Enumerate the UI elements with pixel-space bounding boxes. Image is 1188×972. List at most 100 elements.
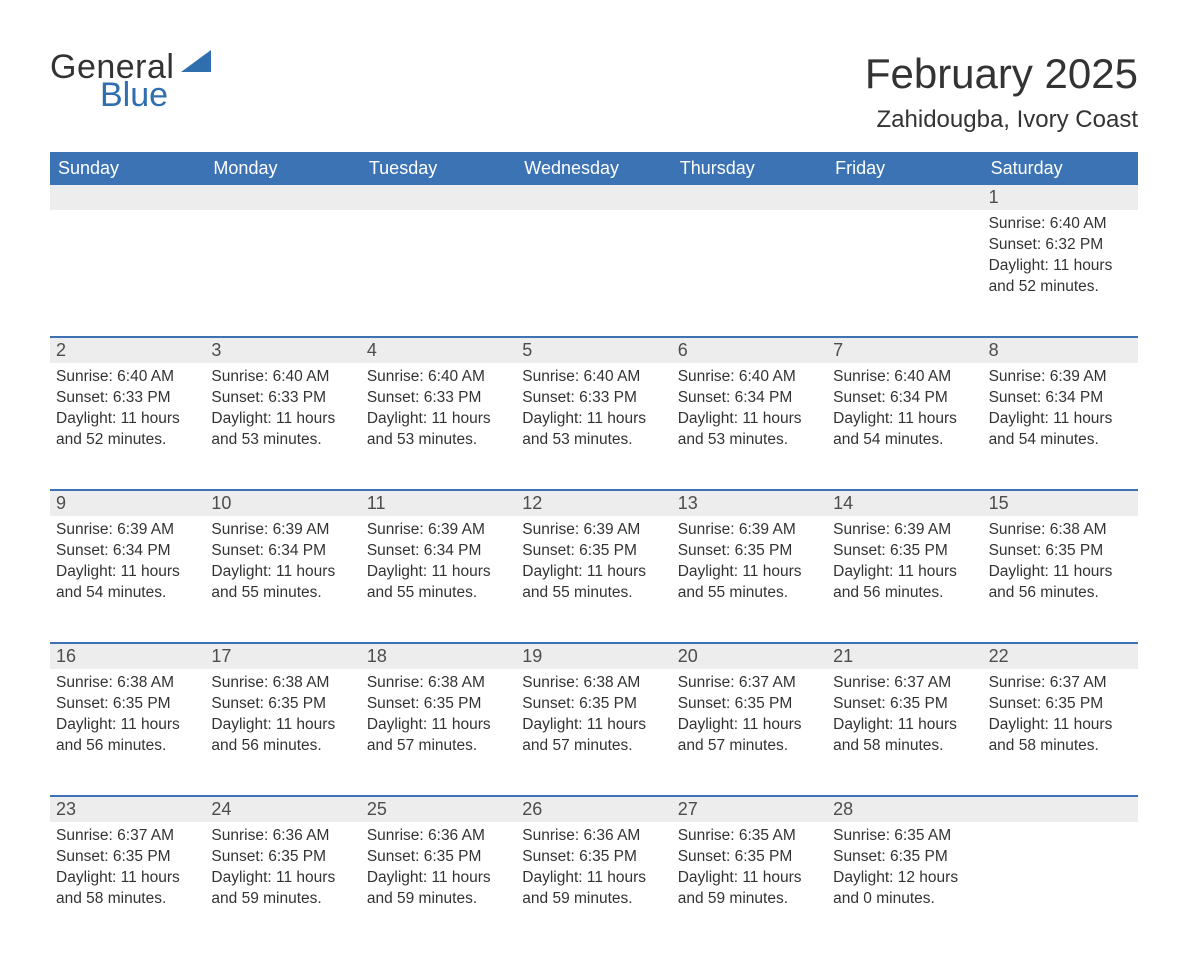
sunset-text: Sunset: 6:33 PM [522, 388, 663, 408]
day2-text: and 58 minutes. [56, 889, 197, 909]
day-cell: Sunrise: 6:39 AMSunset: 6:34 PMDaylight:… [361, 516, 516, 626]
day-number [516, 185, 671, 210]
day-cell [983, 822, 1138, 932]
sunset-text: Sunset: 6:33 PM [367, 388, 508, 408]
day-cell [827, 210, 982, 320]
day1-text: Daylight: 11 hours [56, 409, 197, 429]
sunrise-text: Sunrise: 6:35 AM [833, 826, 974, 846]
sunset-text: Sunset: 6:35 PM [211, 694, 352, 714]
day2-text: and 56 minutes. [833, 583, 974, 603]
day-number: 16 [50, 644, 205, 669]
day-number: 23 [50, 797, 205, 822]
sunrise-text: Sunrise: 6:39 AM [989, 367, 1130, 387]
day-number: 9 [50, 491, 205, 516]
sunrise-text: Sunrise: 6:35 AM [678, 826, 819, 846]
day2-text: and 55 minutes. [522, 583, 663, 603]
day1-text: Daylight: 11 hours [989, 562, 1130, 582]
daynum-row: 1 [50, 185, 1138, 210]
day1-text: Daylight: 11 hours [522, 409, 663, 429]
sunset-text: Sunset: 6:33 PM [56, 388, 197, 408]
sunrise-text: Sunrise: 6:37 AM [678, 673, 819, 693]
location-label: Zahidougba, Ivory Coast [865, 106, 1138, 134]
header-block: General Blue February 2025 Zahidougba, I… [50, 50, 1138, 134]
sunrise-text: Sunrise: 6:40 AM [56, 367, 197, 387]
day1-text: Daylight: 11 hours [678, 562, 819, 582]
logo-word2: Blue [100, 78, 168, 112]
sunrise-text: Sunrise: 6:39 AM [833, 520, 974, 540]
calendar-body: 1 Sunrise: 6:40 AM Sunset: 6:32 PM Daylight… [50, 185, 1138, 932]
sunset-text: Sunset: 6:35 PM [989, 694, 1130, 714]
day-number: 21 [827, 644, 982, 669]
sunrise-text: Sunrise: 6:37 AM [833, 673, 974, 693]
sunset-text: Sunset: 6:34 PM [678, 388, 819, 408]
sunrise-text: Sunrise: 6:39 AM [56, 520, 197, 540]
day2-text: and 58 minutes. [989, 736, 1130, 756]
sunrise-text: Sunrise: 6:37 AM [56, 826, 197, 846]
day-number: 3 [205, 338, 360, 363]
sunset-text: Sunset: 6:35 PM [678, 694, 819, 714]
day-number: 25 [361, 797, 516, 822]
day-cell: Sunrise: 6:39 AMSunset: 6:34 PMDaylight:… [983, 363, 1138, 473]
sunset-text: Sunset: 6:34 PM [833, 388, 974, 408]
sunrise-text: Sunrise: 6:36 AM [367, 826, 508, 846]
day-cell: Sunrise: 6:36 AMSunset: 6:35 PMDaylight:… [205, 822, 360, 932]
calendar-week: 1Sunrise: 6:40 AMSunset: 6:32 PMDaylight… [50, 185, 1138, 320]
day1-text: Daylight: 11 hours [211, 409, 352, 429]
day1-text: Daylight: 11 hours [678, 868, 819, 888]
weekday-label: Thursday [672, 152, 827, 185]
day-number: 12 [516, 491, 671, 516]
day-cell: Sunrise: 6:37 AMSunset: 6:35 PMDaylight:… [827, 669, 982, 779]
day-cell: Sunrise: 6:35 AMSunset: 6:35 PMDaylight:… [672, 822, 827, 932]
day2-text: and 57 minutes. [678, 736, 819, 756]
day1-text: Daylight: 11 hours [211, 715, 352, 735]
day1-text: Daylight: 11 hours [56, 868, 197, 888]
day1-text: Daylight: 11 hours [522, 868, 663, 888]
day1-text: Daylight: 11 hours [56, 715, 197, 735]
day1-text: Daylight: 11 hours [367, 715, 508, 735]
day-number: 13 [672, 491, 827, 516]
day-cell: Sunrise: 6:38 AMSunset: 6:35 PMDaylight:… [205, 669, 360, 779]
sunset-text: Sunset: 6:34 PM [211, 541, 352, 561]
day2-text: and 59 minutes. [522, 889, 663, 909]
day2-text: and 56 minutes. [989, 583, 1130, 603]
day2-text: and 54 minutes. [989, 430, 1130, 450]
sunset-text: Sunset: 6:35 PM [833, 847, 974, 867]
day-number: 28 [827, 797, 982, 822]
sunset-text: Sunset: 6:35 PM [367, 694, 508, 714]
day-cell: Sunrise: 6:40 AMSunset: 6:33 PMDaylight:… [361, 363, 516, 473]
day-number: 26 [516, 797, 671, 822]
day-cell: Sunrise: 6:36 AMSunset: 6:35 PMDaylight:… [516, 822, 671, 932]
sunset-text: Sunset: 6:35 PM [522, 694, 663, 714]
calendar-week: 9101112131415Sunrise: 6:39 AMSunset: 6:3… [50, 489, 1138, 626]
day1-text: Daylight: 11 hours [56, 562, 197, 582]
daynum-row: 2345678 [50, 338, 1138, 363]
day1-text: Daylight: 11 hours [833, 409, 974, 429]
day-cell [361, 210, 516, 320]
day-cell: Sunrise: 6:39 AMSunset: 6:35 PMDaylight:… [672, 516, 827, 626]
daynum-row: 9101112131415 [50, 491, 1138, 516]
day-cell: Sunrise: 6:39 AMSunset: 6:34 PMDaylight:… [205, 516, 360, 626]
day1-text: Daylight: 11 hours [367, 562, 508, 582]
day1-text: Daylight: 11 hours [833, 715, 974, 735]
sunset-text: Sunset: 6:35 PM [678, 541, 819, 561]
weekday-label: Wednesday [516, 152, 671, 185]
day-cell [50, 210, 205, 320]
day-cell: Sunrise: 6:36 AMSunset: 6:35 PMDaylight:… [361, 822, 516, 932]
calendar-week: 2345678Sunrise: 6:40 AMSunset: 6:33 PMDa… [50, 336, 1138, 473]
sunrise-text: Sunrise: 6:39 AM [367, 520, 508, 540]
sunrise-text: Sunrise: 6:40 AM [522, 367, 663, 387]
weekday-label: Tuesday [361, 152, 516, 185]
sunset-text: Sunset: 6:32 PM [989, 235, 1130, 255]
sunset-text: Sunset: 6:34 PM [367, 541, 508, 561]
weekday-label: Friday [827, 152, 982, 185]
day1-text: Daylight: 11 hours [833, 562, 974, 582]
day-cell [672, 210, 827, 320]
day-cell: Sunrise: 6:38 AMSunset: 6:35 PMDaylight:… [983, 516, 1138, 626]
day2-text: and 57 minutes. [522, 736, 663, 756]
day2-text: and 52 minutes. [56, 430, 197, 450]
day-number: 10 [205, 491, 360, 516]
day-number: 1 [983, 185, 1138, 210]
day1-text: Daylight: 12 hours [833, 868, 974, 888]
sunset-text: Sunset: 6:33 PM [211, 388, 352, 408]
daynum-row: 16171819202122 [50, 644, 1138, 669]
